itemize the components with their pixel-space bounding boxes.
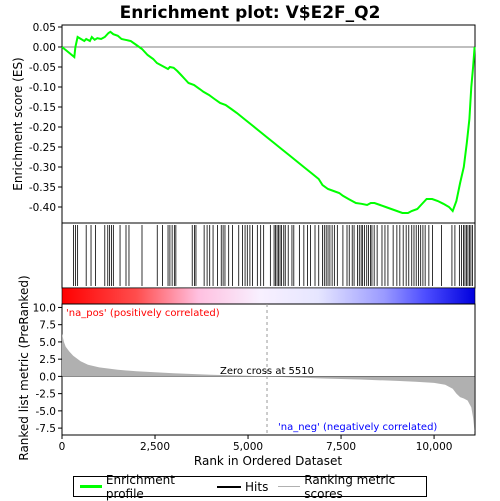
es-y-tick-label: -0.05 <box>29 62 56 74</box>
metric-panel-frame <box>61 303 476 436</box>
es-y-tick-label: 0.00 <box>33 42 56 54</box>
legend-item-enrichment-profile: Enrichment profile <box>80 473 207 501</box>
es-panel-frame <box>61 24 476 224</box>
x-tick-label: 2,500 <box>140 441 170 453</box>
metric-panel: 10.0 7.5 5.0 2.5 0.0 -2.5 -5.0 -7.5 Zero cross … <box>17 275 476 461</box>
legend-label-ranking-metric: Ranking metric scores <box>304 472 396 501</box>
positive-correlation-label: 'na_pos' (positively correlated) <box>66 308 220 319</box>
rank-color-gradient <box>61 287 476 305</box>
enrichment-profile-swatch <box>80 485 102 488</box>
enrichment-profile-line <box>61 30 476 214</box>
hits-panel <box>61 222 476 289</box>
x-axis: 0 2,500 5,000 7,500 10,000 <box>59 435 453 453</box>
metric-y-axis: 10.0 7.5 5.0 2.5 0.0 -2.5 -5.0 -7.5 <box>33 302 62 435</box>
metric-y-tick-label: -7.5 <box>36 423 57 435</box>
legend-item-hits: Hits <box>217 480 268 494</box>
es-y-tick-label: -0.35 <box>29 182 56 194</box>
metric-y-tick-label: -5.0 <box>36 406 57 418</box>
legend-item-ranking-metric: Ranking metric scores <box>278 473 426 501</box>
es-y-axis: 0.05 0.00 -0.05 -0.10 -0.15 -0.20 -0.25 -0.30 -0… <box>29 22 62 214</box>
metric-y-tick-label: 10.0 <box>33 302 56 314</box>
hit-markers <box>73 225 473 286</box>
es-y-tick-label: 0.05 <box>33 22 56 34</box>
metric-y-axis-label: Ranked list metric (PreRanked) <box>17 275 31 460</box>
x-tick-label: 0 <box>59 441 66 453</box>
es-y-tick-label: -0.10 <box>29 82 56 94</box>
ranking-metric-swatch <box>278 486 301 487</box>
hits-panel-frame <box>61 222 476 289</box>
hits-swatch <box>217 485 242 488</box>
metric-y-tick-label: 2.5 <box>39 354 56 366</box>
es-y-tick-label: -0.30 <box>29 162 56 174</box>
metric-y-tick-label: -2.5 <box>36 389 57 401</box>
x-tick-label: 5,000 <box>233 441 263 453</box>
es-y-axis-label: Enrichment score (ES) <box>11 57 25 190</box>
legend-label-hits: Hits <box>245 479 269 494</box>
x-tick-label: 7,500 <box>326 441 356 453</box>
rank-color-bar <box>61 287 476 305</box>
es-y-tick-label: -0.25 <box>29 142 56 154</box>
es-y-tick-label: -0.40 <box>29 202 56 214</box>
chart-title: Enrichment plot: V$E2F_Q2 <box>120 3 381 23</box>
legend: Enrichment profile Hits Ranking metric s… <box>73 473 427 501</box>
x-axis-label: Rank in Ordered Dataset <box>194 454 342 468</box>
es-y-tick-label: -0.20 <box>29 122 56 134</box>
metric-y-tick-label: 5.0 <box>39 337 56 349</box>
zero-cross-label: Zero cross at 5510 <box>220 366 314 377</box>
metric-y-tick-label: 0.0 <box>39 371 56 383</box>
es-panel: 0.05 0.00 -0.05 -0.10 -0.15 -0.20 -0.25 -0.30 -0… <box>11 22 476 224</box>
negative-correlation-label: 'na_neg' (negatively correlated) <box>278 422 437 433</box>
x-tick-label: 10,000 <box>416 441 453 453</box>
legend-label-enrichment-profile: Enrichment profile <box>105 472 175 501</box>
es-y-tick-label: -0.15 <box>29 102 56 114</box>
metric-y-tick-label: 7.5 <box>39 320 56 332</box>
